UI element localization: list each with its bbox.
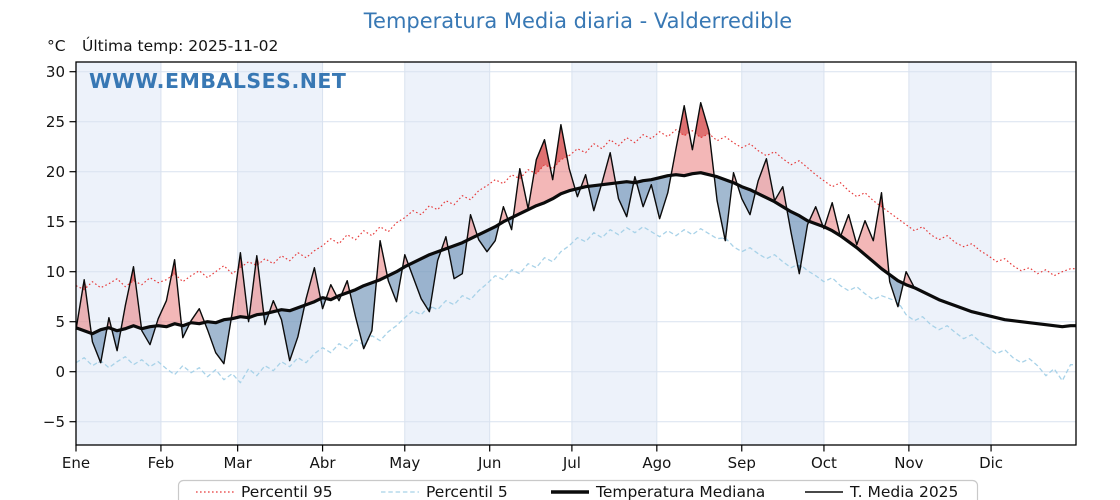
y-axis-unit: °C <box>47 37 66 55</box>
y-tick-label: 20 <box>46 163 65 181</box>
x-tick-label: Sep <box>728 454 756 472</box>
month-band <box>741 62 824 445</box>
x-tick-label: Jun <box>477 454 501 472</box>
series-line-dashed <box>75 226 1076 384</box>
tick-labels: −5 0 5 10 15 20 25 30 Ene Feb Mar Abr May Jun Jul Ago Se… <box>43 63 1003 472</box>
series-line-thin <box>75 102 916 365</box>
chart-title: Temperatura Media diaria - Valderredible <box>363 9 792 33</box>
x-tick-label: Ene <box>62 454 90 472</box>
month-band <box>571 62 657 445</box>
fill-region <box>76 102 915 334</box>
legend: Percentil 95 Percentil 5 Temperatura Med… <box>177 479 979 500</box>
x-tick-label: Nov <box>894 454 923 472</box>
legend-label-media2025: T. Media 2025 <box>849 483 958 500</box>
fill-region <box>76 172 915 364</box>
legend-label-mediana: Temperatura Mediana <box>595 483 765 500</box>
series-lines <box>75 102 1076 384</box>
y-tick-label: −5 <box>43 413 65 431</box>
x-tick-label: Jul <box>562 454 581 472</box>
y-tick-label: 25 <box>46 113 65 131</box>
plot-border <box>75 61 1077 446</box>
gridlines <box>76 62 1076 445</box>
legend-label-percentil95: Percentil 95 <box>241 483 333 500</box>
y-tick-label: 0 <box>55 363 65 381</box>
y-tick-label: 30 <box>46 63 65 81</box>
axes <box>69 61 1077 452</box>
series-line-thick <box>75 171 1076 336</box>
month-bands <box>76 62 992 445</box>
last-temp-label: Última temp: 2025-11-02 <box>82 36 278 55</box>
x-tick-label: Mar <box>223 454 252 472</box>
y-tick-label: 5 <box>55 313 65 331</box>
x-tick-label: May <box>389 454 420 472</box>
month-band <box>237 62 323 445</box>
month-band <box>404 62 490 445</box>
x-tick-label: Dic <box>979 454 1003 472</box>
anomaly-fills <box>76 102 915 383</box>
legend-label-percentil5: Percentil 5 <box>426 483 508 500</box>
x-tick-label: Abr <box>310 454 337 472</box>
y-tick-label: 10 <box>46 263 65 281</box>
x-tick-label: Ago <box>642 454 671 472</box>
watermark: WWW.EMBALSES.NET <box>89 69 346 93</box>
x-tick-label: Feb <box>148 454 175 472</box>
y-tick-label: 15 <box>46 213 65 231</box>
month-band <box>76 62 161 445</box>
month-band <box>908 62 992 445</box>
x-tick-label: Oct <box>811 454 837 472</box>
